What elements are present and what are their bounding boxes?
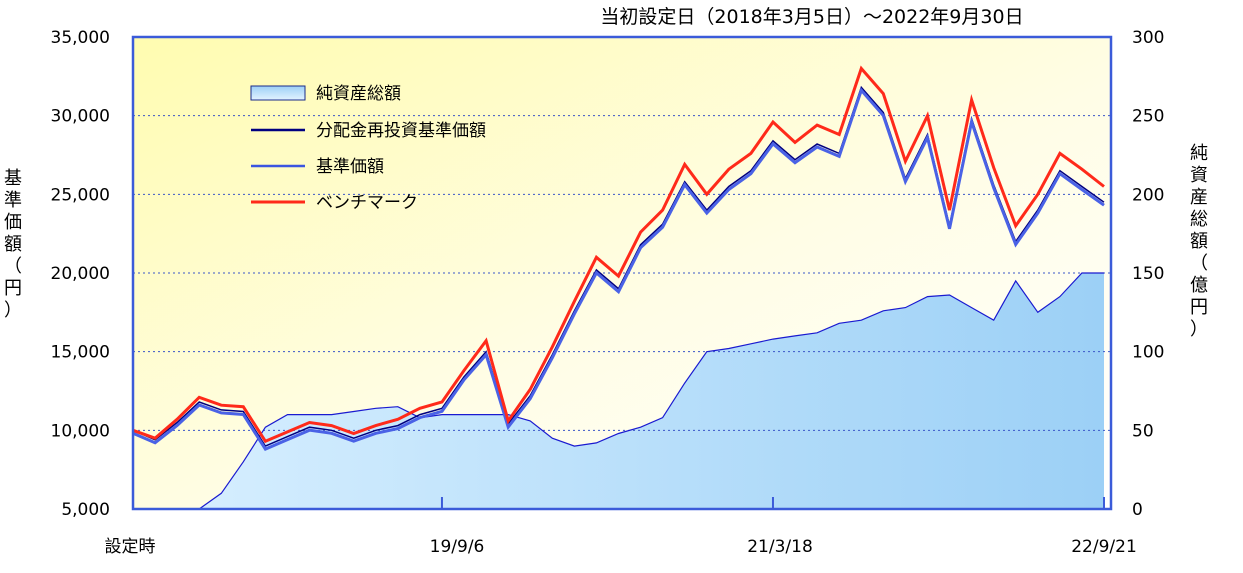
- y-left-tick-label: 15,000: [51, 343, 110, 363]
- legend-swatch-net-assets: [250, 85, 306, 101]
- y-axis-label-right: 純資産総額（億円）: [1190, 143, 1208, 340]
- x-tick-label: 19/9/6: [430, 537, 485, 557]
- y-left-tick-label: 30,000: [51, 107, 110, 127]
- y-left-tick-label: 25,000: [51, 185, 110, 205]
- y-axis-label-left: 基準価額（円）: [4, 168, 22, 321]
- x-tick-label: 21/3/18: [747, 537, 813, 557]
- y-right-tick-label: 100: [1132, 343, 1164, 363]
- y-right-tick-label: 300: [1132, 28, 1164, 48]
- legend-label-nav-reinvested: 分配金再投資基準価額: [316, 121, 486, 141]
- y-right-tick-label: 50: [1132, 421, 1154, 441]
- benchmark-line: [132, 65, 1105, 444]
- legend: 純資産総額 分配金再投資基準価額 基準価額 ベンチマーク: [250, 84, 486, 213]
- y-left-tick-label: 35,000: [51, 28, 110, 48]
- y-right-tick-labels: 0 50 100 150 200 250 300: [1132, 28, 1164, 520]
- y-left-tick-label: 20,000: [51, 264, 110, 284]
- legend-label-net-assets: 純資産総額: [316, 84, 401, 104]
- chart-title: 当初設定日（2018年3月5日）～2022年9月30日: [600, 6, 1023, 28]
- nav-line: [132, 87, 1105, 451]
- x-axis-ticks: [132, 497, 1105, 509]
- legend-label-nav: 基準価額: [316, 157, 384, 177]
- plot-border: [131, 35, 1113, 511]
- gridlines: [133, 115, 1111, 431]
- y-right-tick-label: 200: [1132, 185, 1164, 205]
- y-left-tick-label: 5,000: [61, 500, 110, 520]
- y-right-tick-label: 150: [1132, 264, 1164, 284]
- y-right-tick-label: 250: [1132, 107, 1164, 127]
- y-left-tick-labels: 5,000 10,000 15,000 20,000 25,000 30,000 35,00…: [51, 28, 110, 520]
- x-tick-label: 22/9/21: [1071, 537, 1137, 557]
- net-assets-line: [133, 272, 1104, 510]
- y-left-tick-label: 10,000: [51, 421, 110, 441]
- x-tick-labels: 設定時 19/9/6 21/3/18 22/9/21: [105, 537, 1137, 557]
- y-right-tick-label: 0: [1132, 500, 1143, 520]
- legend-label-benchmark: ベンチマーク: [316, 193, 418, 213]
- net-assets-area: [133, 273, 1104, 509]
- x-tick-label: 設定時: [105, 537, 156, 557]
